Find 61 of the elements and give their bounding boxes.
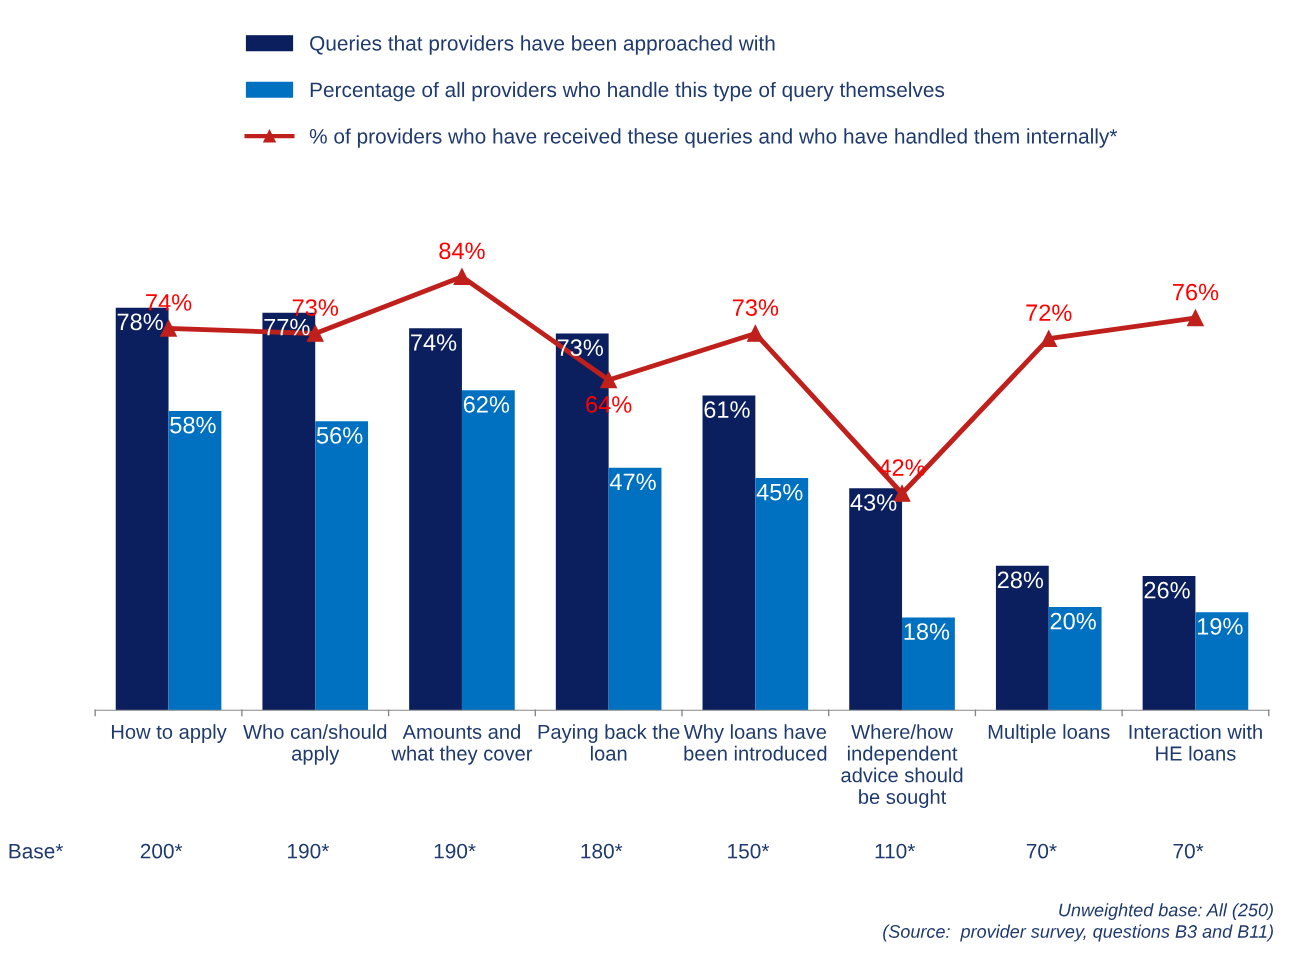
bar [461,390,515,711]
x-tick-label: Who can/should apply [243,724,387,765]
x-tick-label: Interaction with HE loans [1129,724,1262,761]
text: 70* [1026,843,1057,859]
bar [168,410,222,711]
data-label: 28% [997,571,1044,589]
text: Base* [9,843,64,859]
text: 150* [728,843,770,859]
data-label: 43% [850,494,897,511]
x-tick-label: Where/how independent advice should be sought [841,724,963,809]
bar [608,467,662,711]
data-label: 47% [609,473,656,491]
text: 190* [288,843,330,859]
point [1040,330,1058,348]
point [1187,309,1204,327]
data-label: 73% [732,299,779,316]
bar [755,478,809,711]
data-label: 61% [704,401,750,418]
legend-label: Queries that providers have been approached with [310,35,775,55]
legend-label: Percentage of all providers who handle this type of query themselves [310,81,945,102]
data-label: 45% [756,483,803,501]
bar [315,421,369,711]
data-label: 19% [1197,618,1243,635]
data-label: 84% [439,242,485,260]
bar [995,565,1049,711]
text: 190* [434,843,476,859]
bar [1048,607,1102,711]
data-label: 76% [1173,283,1219,301]
bar [1195,612,1249,711]
x-tick-label: Paying back the loan [538,724,680,761]
bar [409,328,462,711]
legend-label: % of providers who have received these queries and who have handled them internally* [309,128,1118,148]
data-label: 72% [1026,304,1072,322]
bar [849,488,903,711]
text: Unweighted base: All (250) [1059,903,1273,920]
data-label: 78% [117,313,163,331]
bar [1142,576,1196,711]
data-label: 74% [411,334,457,351]
data-label: 20% [1050,612,1096,630]
data-label: 73% [292,299,339,316]
bar [702,395,756,711]
text: 110* [875,843,916,859]
x-tick-label: Multiple loans [988,724,1110,743]
data-label: 56% [316,427,363,444]
text: 70* [1173,843,1204,859]
text: 200* [140,843,183,859]
text: 180* [581,843,623,859]
data-label: 62% [463,396,510,413]
data-label: 26% [1144,581,1190,599]
point [600,371,617,389]
data-label: 42% [878,459,925,476]
text: (Source: provider survey, questions B3 and B11) [883,924,1273,942]
data-label: 74% [146,294,192,311]
data-label: 58% [170,416,216,434]
point [453,268,471,286]
x-tick-label: Why loans have been introduced [683,724,827,761]
x-tick-label: How to apply [111,724,227,743]
bar [902,617,955,711]
data-label: 18% [904,623,950,640]
point [747,325,764,342]
x-tick-label: Amounts and what they cover [391,724,533,765]
